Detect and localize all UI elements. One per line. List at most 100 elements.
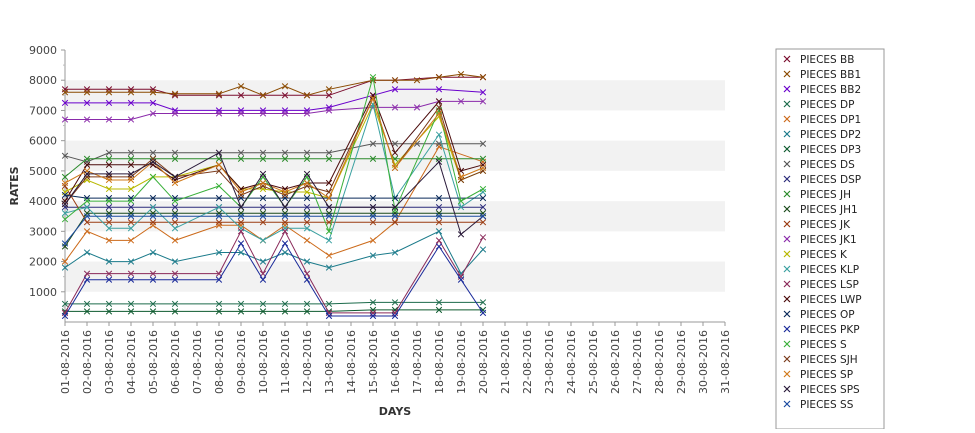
x-axis: 01-08-2016 02-08-2016 03-08-2016 04-08-2016… <box>59 321 732 394</box>
series-line <box>64 215 483 244</box>
data-point <box>281 107 289 114</box>
data-point <box>149 86 157 93</box>
data-point <box>325 86 333 93</box>
series-layer <box>61 71 487 320</box>
x-tick-label: 01-08-2016 <box>59 330 72 394</box>
data-point <box>479 89 487 96</box>
data-point <box>237 240 245 247</box>
data-point <box>435 228 443 235</box>
data-point <box>215 161 223 168</box>
x-tick-label: 19-08-2016 <box>455 330 468 394</box>
data-point <box>479 140 487 147</box>
data-point <box>127 155 135 162</box>
data-point <box>105 149 113 156</box>
series-line <box>64 185 483 223</box>
data-point <box>435 237 443 244</box>
data-point <box>215 219 223 226</box>
data-point <box>237 204 245 211</box>
data-point <box>61 188 69 196</box>
data-point <box>413 140 421 147</box>
data-point <box>83 155 91 162</box>
data-point <box>237 219 245 226</box>
data-point <box>259 173 267 181</box>
x-tick-label: 09-08-2016 <box>235 330 248 394</box>
x-tick-label: 05-08-2016 <box>147 330 160 394</box>
series-line <box>64 158 483 178</box>
data-point <box>369 252 377 259</box>
data-point <box>325 204 333 211</box>
data-point <box>237 107 245 114</box>
data-point <box>303 179 311 187</box>
data-point <box>369 210 377 217</box>
legend-marker <box>783 205 791 213</box>
y-tick-label: 5000 <box>29 165 57 178</box>
series-line <box>64 146 484 262</box>
x-tick-label: 25-08-2016 <box>587 330 600 394</box>
data-point <box>171 258 179 265</box>
data-point <box>215 90 223 97</box>
legend-label: PIECES SJH <box>800 354 858 366</box>
data-point <box>105 197 113 205</box>
data-point <box>237 225 245 232</box>
data-point <box>171 225 179 232</box>
data-point <box>325 213 333 220</box>
data-point <box>259 179 267 187</box>
legend-label: PIECES JK <box>800 219 851 231</box>
data-point <box>325 149 333 156</box>
legend-marker <box>783 175 791 183</box>
data-point <box>171 173 179 181</box>
data-point <box>259 110 267 117</box>
data-point <box>325 210 333 217</box>
data-point <box>215 194 223 202</box>
legend-label: PIECES SP <box>800 369 853 381</box>
data-point <box>303 149 311 156</box>
legend-label: PIECES DS <box>800 159 855 171</box>
data-point <box>435 210 443 217</box>
data-point <box>105 161 113 168</box>
data-point <box>435 299 443 306</box>
legend-marker <box>783 100 791 108</box>
legend-label: PIECES PKP <box>800 324 860 336</box>
data-point <box>215 213 223 220</box>
data-point <box>127 161 135 168</box>
data-point <box>479 74 487 81</box>
legend-marker <box>783 295 791 303</box>
data-point <box>237 210 245 217</box>
data-point <box>303 237 311 244</box>
series-pieces-dp <box>61 299 487 308</box>
x-tick-label: 11-08-2016 <box>279 330 292 394</box>
data-point <box>237 83 245 90</box>
data-point <box>369 74 377 81</box>
data-point <box>259 194 267 202</box>
data-point <box>149 173 157 181</box>
data-point <box>435 219 443 226</box>
data-point <box>171 197 179 205</box>
legend-label: PIECES DP2 <box>800 129 861 141</box>
grid-band <box>65 140 725 171</box>
legend-marker <box>783 70 791 78</box>
data-point <box>83 213 91 220</box>
data-point <box>83 167 91 175</box>
data-point <box>479 158 487 165</box>
legend-box <box>775 48 885 430</box>
data-point <box>171 155 179 162</box>
data-point <box>83 89 91 96</box>
legend-item: PIECES KLP <box>783 264 859 276</box>
legend-item: PIECES BB2 <box>783 84 861 96</box>
data-point <box>435 204 443 211</box>
data-point <box>281 191 289 199</box>
data-point <box>435 306 443 314</box>
data-point <box>105 116 113 123</box>
x-tick-label: 22-08-2016 <box>521 330 534 394</box>
data-point <box>105 270 113 277</box>
data-point <box>303 173 311 181</box>
data-point <box>281 222 289 229</box>
data-point <box>369 92 377 99</box>
data-point <box>83 176 91 184</box>
data-point <box>61 264 69 271</box>
series-pieces-jk <box>61 182 487 226</box>
data-point <box>325 252 333 259</box>
legend-marker <box>783 160 791 168</box>
data-point <box>369 237 377 244</box>
